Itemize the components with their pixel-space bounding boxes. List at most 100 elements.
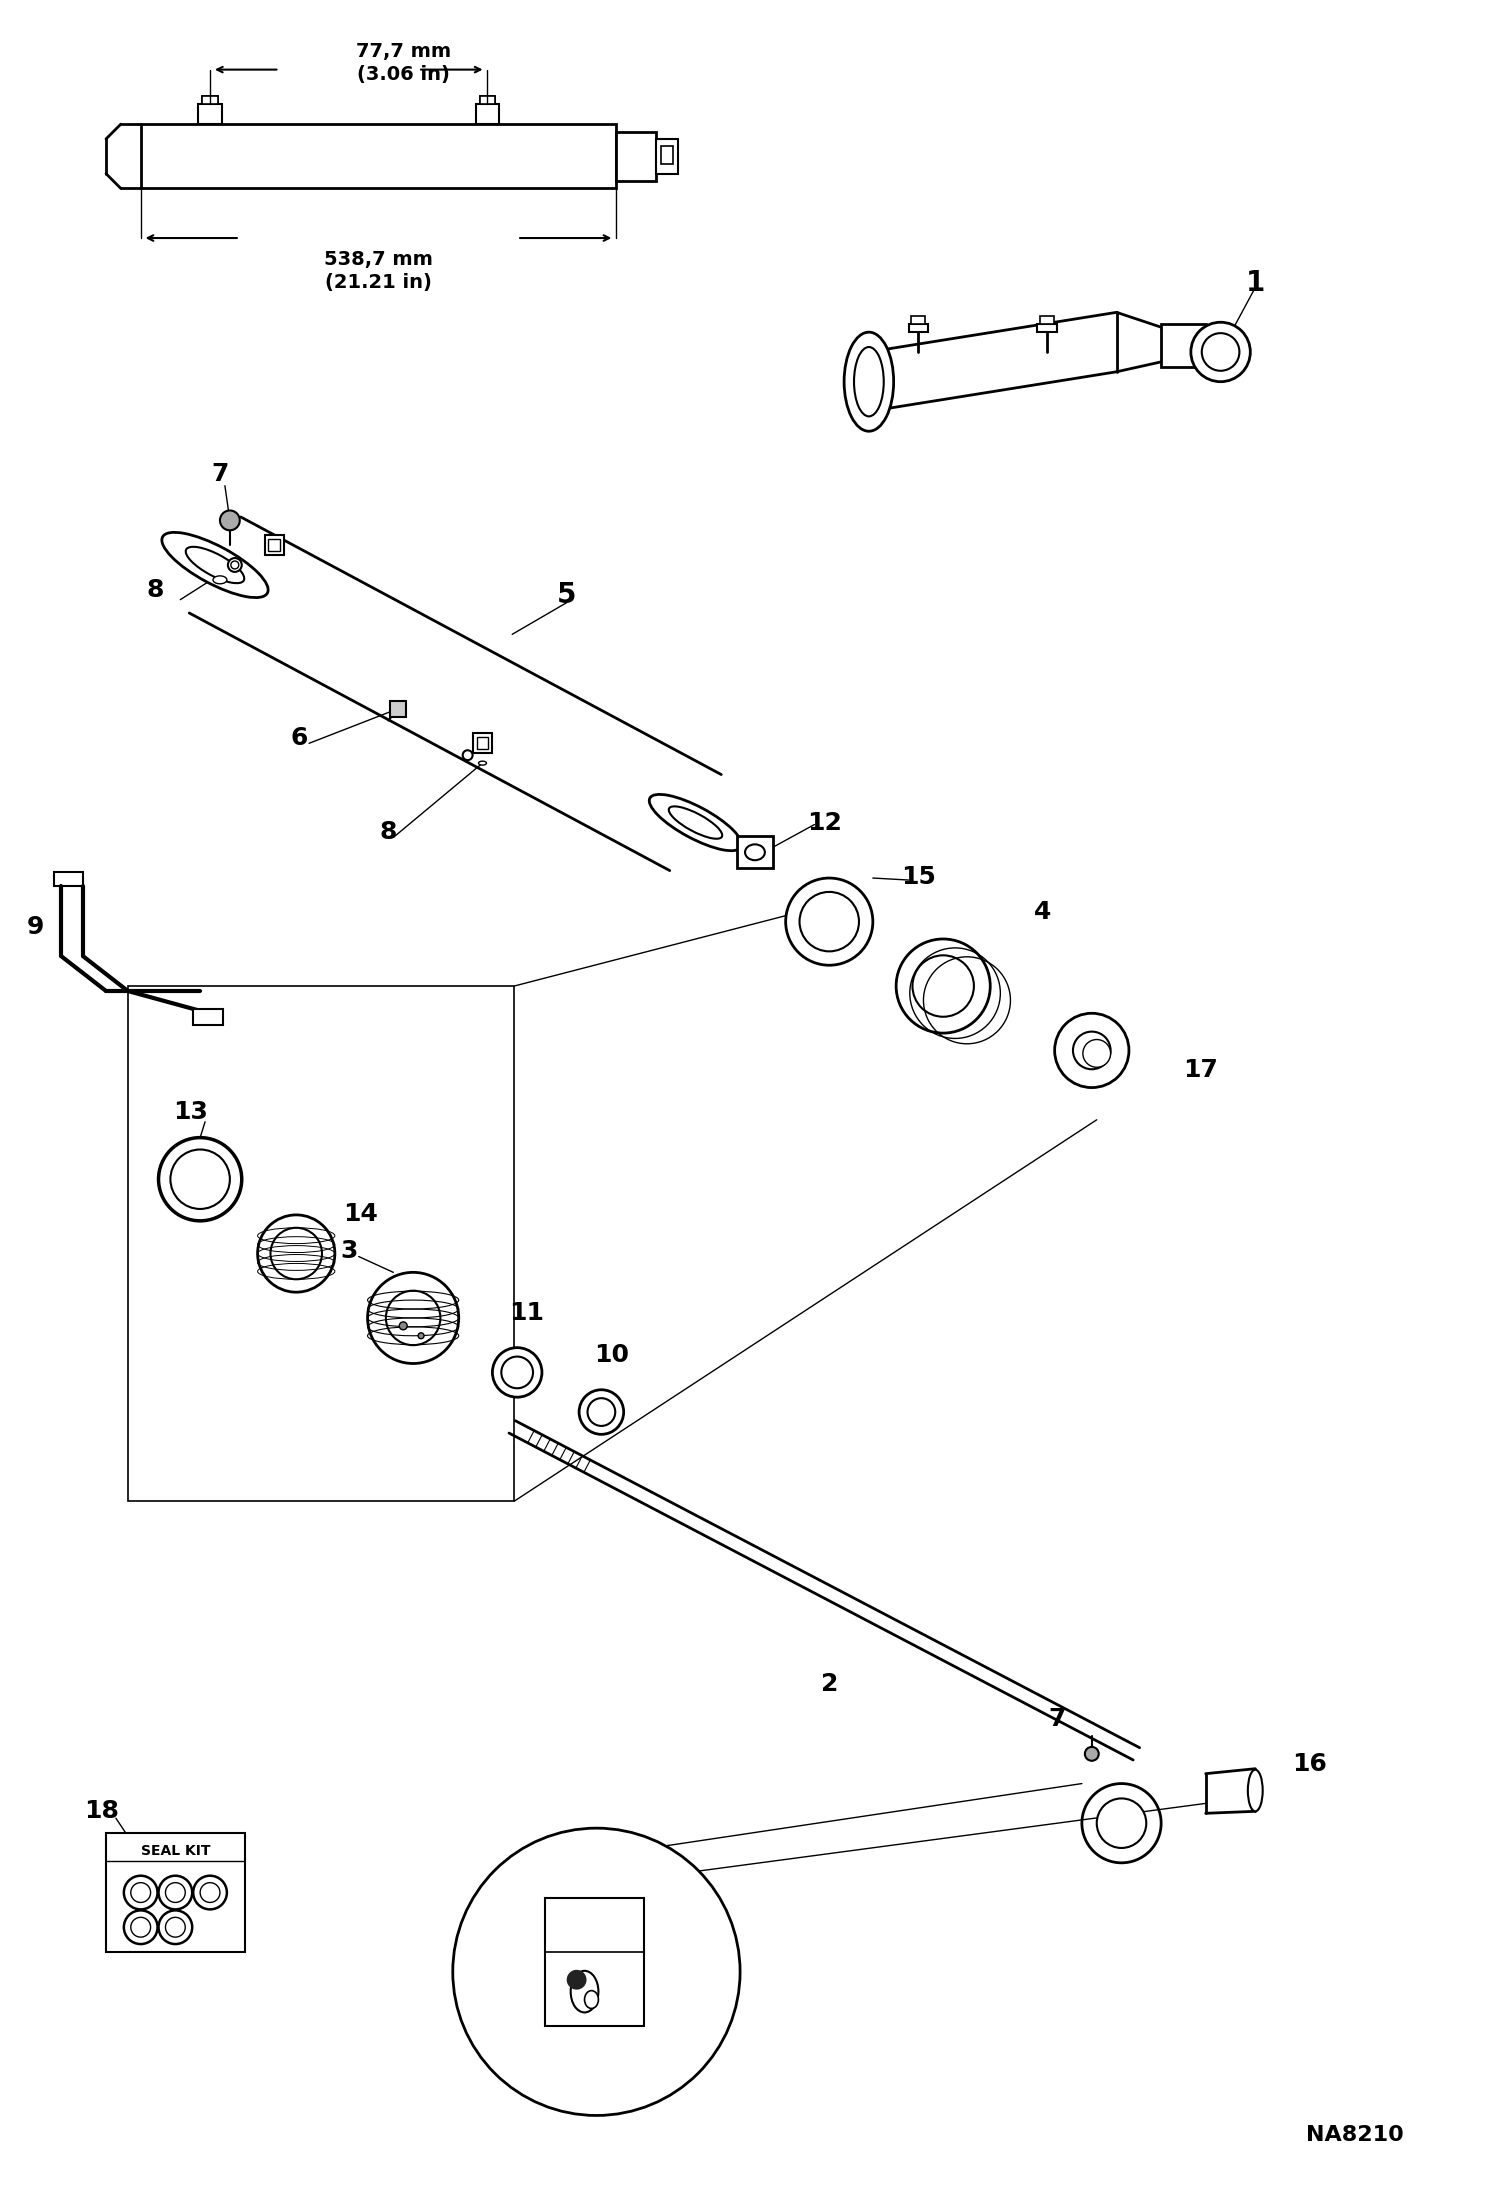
- Text: 14: 14: [343, 1202, 377, 1226]
- Ellipse shape: [271, 1228, 322, 1279]
- Circle shape: [165, 1882, 186, 1904]
- Text: 3: 3: [340, 1239, 358, 1263]
- Text: SEAL KIT: SEAL KIT: [141, 1844, 210, 1857]
- Text: 7: 7: [1049, 1706, 1065, 1730]
- Ellipse shape: [912, 956, 974, 1018]
- Bar: [479, 96, 496, 105]
- Ellipse shape: [1201, 333, 1239, 371]
- Ellipse shape: [571, 1972, 598, 2013]
- Bar: [391, 702, 406, 717]
- Bar: [911, 316, 926, 325]
- Text: 10: 10: [593, 1342, 629, 1366]
- Bar: [202, 96, 219, 105]
- Text: 9: 9: [27, 914, 45, 939]
- Text: 538,7 mm: 538,7 mm: [324, 250, 433, 270]
- Text: 8: 8: [147, 577, 165, 601]
- Text: 5: 5: [557, 581, 577, 610]
- Circle shape: [1097, 1798, 1146, 1849]
- Bar: [545, 1897, 644, 2026]
- Bar: [141, 125, 616, 189]
- Ellipse shape: [502, 1357, 533, 1388]
- Ellipse shape: [843, 331, 894, 432]
- Ellipse shape: [463, 750, 472, 761]
- Ellipse shape: [231, 561, 238, 568]
- Circle shape: [1082, 1783, 1161, 1862]
- Ellipse shape: [1055, 1013, 1129, 1088]
- Ellipse shape: [1073, 1031, 1110, 1070]
- Ellipse shape: [785, 877, 873, 965]
- Text: (3.06 in): (3.06 in): [357, 66, 449, 83]
- Bar: [656, 138, 677, 173]
- Text: 1: 1: [1246, 268, 1264, 296]
- Circle shape: [124, 1875, 157, 1910]
- Circle shape: [165, 1917, 186, 1936]
- Ellipse shape: [580, 1390, 623, 1434]
- Ellipse shape: [386, 1292, 440, 1344]
- Ellipse shape: [587, 1399, 616, 1425]
- Circle shape: [193, 1875, 226, 1910]
- Ellipse shape: [186, 546, 244, 583]
- Ellipse shape: [478, 761, 487, 765]
- Bar: [268, 539, 280, 550]
- Text: 8: 8: [379, 820, 397, 844]
- Circle shape: [130, 1917, 151, 1936]
- Circle shape: [1085, 1748, 1098, 1761]
- Text: 2: 2: [821, 1673, 837, 1697]
- Bar: [198, 105, 222, 125]
- Text: 11: 11: [509, 1300, 545, 1325]
- Ellipse shape: [367, 1272, 458, 1364]
- Ellipse shape: [584, 1991, 598, 2009]
- Bar: [472, 732, 493, 752]
- Ellipse shape: [258, 1215, 336, 1292]
- Circle shape: [159, 1138, 241, 1222]
- Text: 12: 12: [807, 811, 842, 836]
- Text: 77,7 mm: 77,7 mm: [355, 42, 451, 61]
- Bar: [661, 147, 673, 164]
- Bar: [475, 105, 499, 125]
- Ellipse shape: [668, 807, 722, 838]
- Circle shape: [220, 511, 240, 531]
- Circle shape: [452, 1829, 740, 2116]
- Ellipse shape: [1248, 1770, 1263, 1811]
- Text: 7: 7: [211, 463, 229, 487]
- Bar: [616, 132, 656, 180]
- Bar: [1161, 325, 1206, 366]
- Text: NA8210: NA8210: [1306, 2125, 1404, 2145]
- Ellipse shape: [1191, 322, 1251, 382]
- Ellipse shape: [162, 533, 268, 599]
- Text: 15: 15: [900, 864, 936, 888]
- Text: 18: 18: [84, 1798, 118, 1822]
- Text: 16: 16: [1293, 1752, 1327, 1776]
- Bar: [1037, 325, 1058, 331]
- Ellipse shape: [745, 844, 765, 860]
- Bar: [106, 1833, 244, 1952]
- Ellipse shape: [228, 557, 241, 572]
- Text: (21.21 in): (21.21 in): [325, 274, 431, 292]
- Bar: [265, 535, 285, 555]
- Circle shape: [201, 1882, 220, 1904]
- Ellipse shape: [854, 346, 884, 417]
- Circle shape: [418, 1333, 424, 1338]
- Ellipse shape: [493, 1349, 542, 1397]
- Text: 17: 17: [1183, 1059, 1218, 1083]
- Ellipse shape: [1083, 1039, 1110, 1068]
- Bar: [479, 96, 496, 105]
- Circle shape: [159, 1910, 192, 1943]
- Circle shape: [124, 1910, 157, 1943]
- Text: 13: 13: [172, 1101, 208, 1123]
- Bar: [54, 873, 84, 886]
- Text: 6: 6: [291, 726, 309, 750]
- Bar: [193, 1009, 223, 1024]
- Bar: [127, 987, 514, 1502]
- Circle shape: [400, 1322, 407, 1329]
- Bar: [908, 325, 929, 331]
- Bar: [202, 96, 219, 105]
- Circle shape: [171, 1149, 229, 1208]
- Ellipse shape: [800, 893, 858, 952]
- Ellipse shape: [896, 939, 990, 1033]
- Circle shape: [566, 1969, 587, 1989]
- Text: 4: 4: [1034, 899, 1052, 923]
- Bar: [476, 737, 488, 750]
- Ellipse shape: [649, 794, 742, 851]
- Circle shape: [159, 1875, 192, 1910]
